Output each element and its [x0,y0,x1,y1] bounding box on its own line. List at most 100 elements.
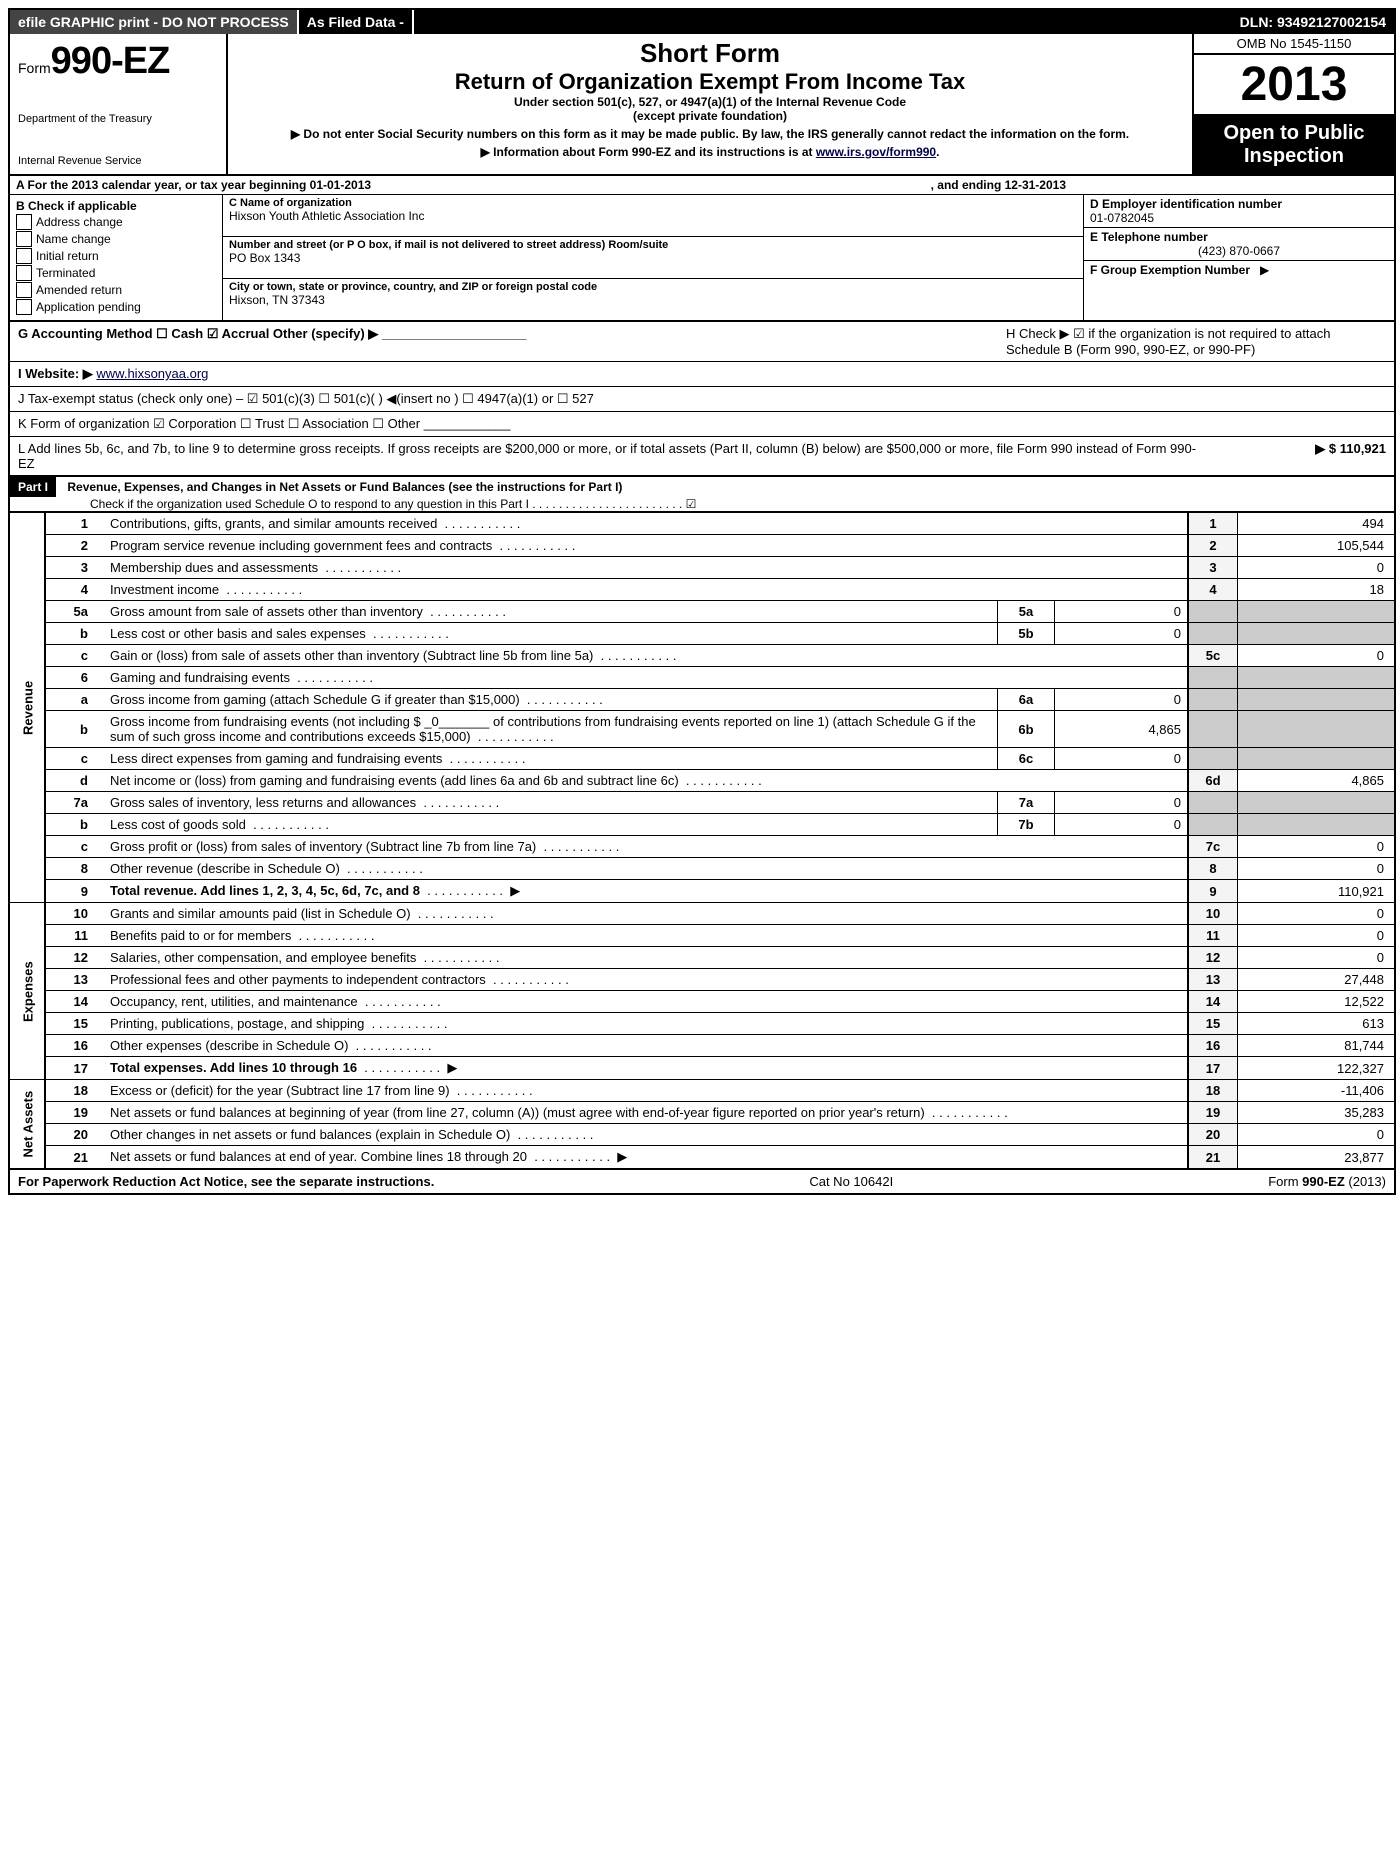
line-k: K Form of organization ☑ Corporation ☐ T… [10,412,1394,437]
footer-right: Form 990-EZ (2013) [1268,1174,1386,1189]
line-number: c [45,836,104,858]
line-label: Net assets or fund balances at beginning… [104,1102,1188,1124]
line-label: Benefits paid to or for members . . . . … [104,925,1188,947]
side-label: Net Assets [10,1080,45,1169]
right-line-no: 5c [1188,645,1238,667]
dept-treasury: Department of the Treasury [18,113,218,125]
inner-value: 0 [1055,814,1189,836]
line-number: 11 [45,925,104,947]
inner-value: 0 [1055,748,1189,770]
line-value: 122,327 [1238,1057,1395,1080]
phone-value: (423) 870-0667 [1090,244,1388,258]
chk-initial-return[interactable]: Initial return [16,248,216,264]
side-label: Revenue [10,513,45,903]
line-number: 2 [45,535,104,557]
inner-value: 0 [1055,689,1189,711]
inner-line-no: 7a [998,792,1055,814]
right-line-no: 12 [1188,947,1238,969]
line-label: Gross profit or (loss) from sales of inv… [104,836,1188,858]
inner-line-no: 5a [998,601,1055,623]
subtitle-2: (except private foundation) [236,109,1184,123]
right-line-no: 18 [1188,1080,1238,1102]
chk-amended[interactable]: Amended return [16,282,216,298]
org-name: Hixson Youth Athletic Association Inc [229,209,1077,223]
line-label: Contributions, gifts, grants, and simila… [104,513,1188,535]
line-number: 7a [45,792,104,814]
right-line-no: 1 [1188,513,1238,535]
page-footer: For Paperwork Reduction Act Notice, see … [10,1168,1394,1193]
line-label: Gross income from fundraising events (no… [104,711,998,748]
line-number: 19 [45,1102,104,1124]
line-label: Excess or (deficit) for the year (Subtra… [104,1080,1188,1102]
right-line-no: 9 [1188,880,1238,903]
right-line-no: 15 [1188,1013,1238,1035]
form-header: Form990-EZ Department of the Treasury In… [10,34,1394,176]
line-number: 9 [45,880,104,903]
org-city: Hixson, TN 37343 [229,293,1077,307]
footer-mid: Cat No 10642I [809,1174,893,1189]
line-value: 110,921 [1238,880,1395,903]
line-number: 16 [45,1035,104,1057]
chk-name-change[interactable]: Name change [16,231,216,247]
header-left: Form990-EZ Department of the Treasury In… [10,34,228,174]
dept-irs: Internal Revenue Service [18,155,218,167]
line-label: Professional fees and other payments to … [104,969,1188,991]
line-number: d [45,770,104,792]
line-value: 0 [1238,1124,1395,1146]
line-value: -11,406 [1238,1080,1395,1102]
inner-value: 4,865 [1055,711,1189,748]
footer-left: For Paperwork Reduction Act Notice, see … [18,1174,434,1189]
line-number: 1 [45,513,104,535]
c-name-cell: C Name of organization Hixson Youth Athl… [223,195,1083,237]
line-label: Investment income . . . . . . . . . . . [104,579,1188,601]
line-value: 18 [1238,579,1395,601]
col-def: D Employer identification number 01-0782… [1083,195,1394,320]
col-c: C Name of organization Hixson Youth Athl… [223,195,1083,320]
line-value: 0 [1238,858,1395,880]
website-link[interactable]: www.hixsonyaa.org [96,366,208,381]
line-number: 5a [45,601,104,623]
line-value: 27,448 [1238,969,1395,991]
line-label: Gross amount from sale of assets other t… [104,601,998,623]
line-g-h: G Accounting Method ☐ Cash ☑ Accrual Oth… [10,322,1394,362]
line-label: Total expenses. Add lines 10 through 16 … [104,1057,1188,1080]
line-label: Grants and similar amounts paid (list in… [104,903,1188,925]
l-gross-receipts: ▶ $ 110,921 [1206,441,1386,471]
inner-line-no: 6c [998,748,1055,770]
line-label: Salaries, other compensation, and employ… [104,947,1188,969]
topbar-mid: As Filed Data - [297,10,414,34]
header-right: OMB No 1545-1150 2013 Open to Public Ins… [1192,34,1394,174]
right-line-no: 11 [1188,925,1238,947]
line-number: 13 [45,969,104,991]
line-number: 3 [45,557,104,579]
chk-app-pending[interactable]: Application pending [16,299,216,315]
part1-title: Revenue, Expenses, and Changes in Net As… [59,477,630,497]
d-ein: D Employer identification number 01-0782… [1084,195,1394,228]
line-label: Less cost of goods sold . . . . . . . . … [104,814,998,836]
line-number: 15 [45,1013,104,1035]
line-label: Membership dues and assessments . . . . … [104,557,1188,579]
right-line-no: 16 [1188,1035,1238,1057]
line-label: Occupancy, rent, utilities, and maintena… [104,991,1188,1013]
part1-check: Check if the organization used Schedule … [10,497,696,511]
chk-terminated[interactable]: Terminated [16,265,216,281]
chk-address-change[interactable]: Address change [16,214,216,230]
line-label: Gaming and fundraising events . . . . . … [104,667,1188,689]
right-line-no: 20 [1188,1124,1238,1146]
irs-link[interactable]: www.irs.gov/form990 [816,145,936,159]
line-value: 0 [1238,903,1395,925]
line-number: c [45,645,104,667]
line-label: Net income or (loss) from gaming and fun… [104,770,1188,792]
subtitle-1: Under section 501(c), 527, or 4947(a)(1)… [236,95,1184,109]
omb-number: OMB No 1545-1150 [1194,34,1394,55]
line-value: 81,744 [1238,1035,1395,1057]
line-number: 8 [45,858,104,880]
line-j: J Tax-exempt status (check only one) – ☑… [10,387,1394,412]
right-line-no: 19 [1188,1102,1238,1124]
note-info: ▶ Information about Form 990-EZ and its … [236,145,1184,159]
inner-line-no: 5b [998,623,1055,645]
line-l: L Add lines 5b, 6c, and 7b, to line 9 to… [10,437,1394,477]
line-value: 0 [1238,645,1395,667]
right-line-no: 6d [1188,770,1238,792]
col-b: B Check if applicable Address change Nam… [10,195,223,320]
